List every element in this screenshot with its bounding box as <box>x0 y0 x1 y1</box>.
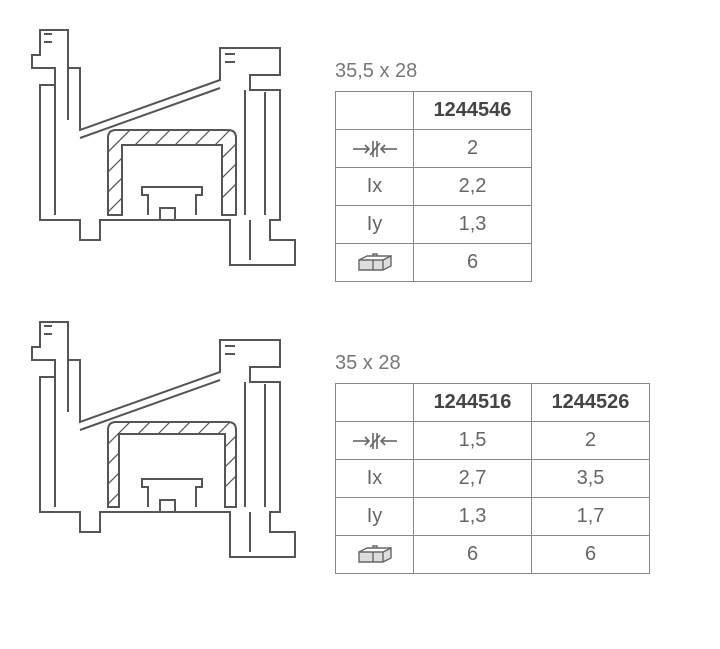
label-ix: Ix <box>336 168 414 206</box>
header-col-1: 1244546 <box>414 92 532 130</box>
header2-col-2: 1244526 <box>532 384 650 422</box>
val2-0-2: 1,3 <box>414 498 532 536</box>
val2-0-1: 2,7 <box>414 460 532 498</box>
label-iy: Iy <box>336 206 414 244</box>
val2-1-1: 3,5 <box>532 460 650 498</box>
spec-table-2: 1244516 1244526 1,5 2 Ix 2,7 3,5 <box>335 383 650 574</box>
val-1-0: 2 <box>414 130 532 168</box>
header2-col-1: 1244516 <box>414 384 532 422</box>
thickness-icon <box>336 422 414 460</box>
spec-table-1: 1244546 2 Ix 2,2 Iy 1,3 <box>335 91 532 282</box>
val-1-1: 2,2 <box>414 168 532 206</box>
val2-1-3: 6 <box>532 536 650 574</box>
table-title-1: 35,5 x 28 <box>335 60 532 83</box>
section-2: 35 x 28 1244516 1244526 1,5 2 <box>20 312 700 574</box>
table-title-2: 35 x 28 <box>335 352 650 375</box>
header-blank <box>336 92 414 130</box>
val2-0-3: 6 <box>414 536 532 574</box>
label-iy-2: Iy <box>336 498 414 536</box>
package-icon <box>336 536 414 574</box>
section-1: 35,5 x 28 1244546 2 Ix 2,2 <box>20 20 700 282</box>
val2-1-2: 1,7 <box>532 498 650 536</box>
header-blank-2 <box>336 384 414 422</box>
profile-drawing-2 <box>20 312 300 572</box>
val2-1-0: 2 <box>532 422 650 460</box>
val-1-2: 1,3 <box>414 206 532 244</box>
table-block-1: 35,5 x 28 1244546 2 Ix 2,2 <box>335 60 532 282</box>
profile-drawing-1 <box>20 20 300 280</box>
table-block-2: 35 x 28 1244516 1244526 1,5 2 <box>335 352 650 574</box>
label-ix-2: Ix <box>336 460 414 498</box>
val-1-3: 6 <box>414 244 532 282</box>
package-icon <box>336 244 414 282</box>
thickness-icon <box>336 130 414 168</box>
val2-0-0: 1,5 <box>414 422 532 460</box>
